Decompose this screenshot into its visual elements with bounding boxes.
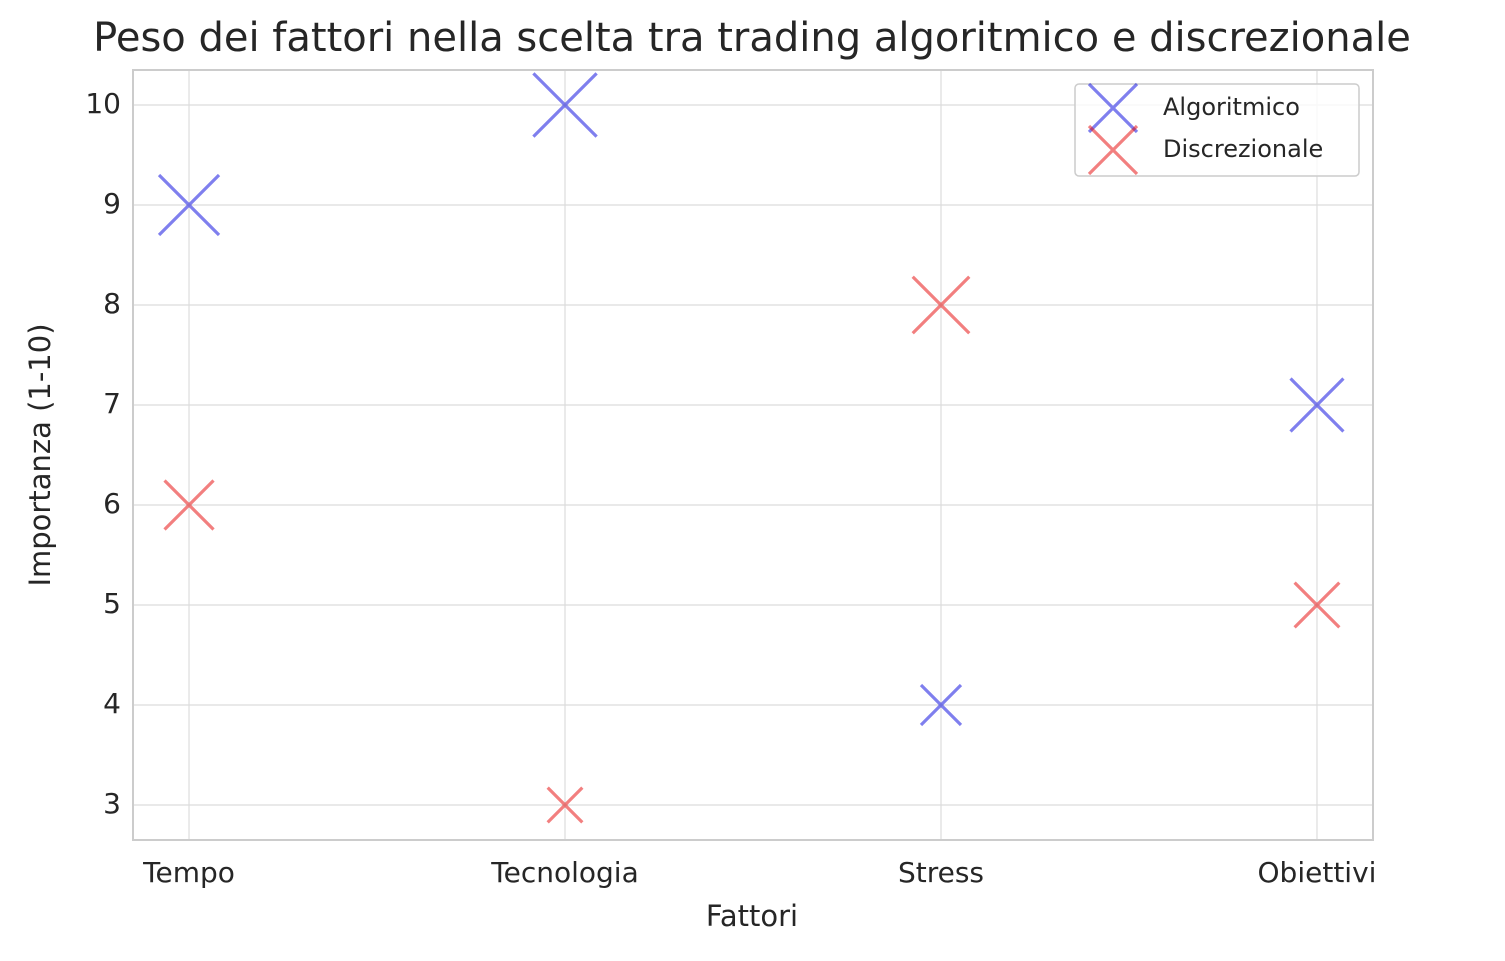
x-tick-label: Obiettivi — [1258, 856, 1377, 889]
chart-title: Peso dei fattori nella scelta tra tradin… — [93, 15, 1411, 61]
marker — [157, 173, 221, 237]
y-tick-label: 6 — [103, 487, 121, 520]
y-tick-label: 8 — [103, 287, 121, 320]
y-tick-label: 3 — [103, 787, 121, 820]
y-tick-label: 5 — [103, 587, 121, 620]
marker — [1293, 581, 1341, 629]
legend-label: Algoritmico — [1163, 93, 1300, 121]
y-tick-label: 10 — [85, 87, 121, 120]
x-tick-label: Stress — [898, 856, 984, 889]
x-axis-label: Fattori — [706, 899, 798, 933]
legend-marker — [1087, 124, 1139, 176]
marker — [163, 479, 215, 531]
legend-marker — [1087, 82, 1139, 134]
legend-box — [1074, 83, 1360, 177]
x-tick-label: Tempo — [142, 856, 235, 889]
y-tick-label: 9 — [103, 187, 121, 220]
marker — [532, 72, 598, 138]
marker — [911, 275, 971, 335]
y-tick-label: 4 — [103, 687, 121, 720]
marker — [919, 683, 963, 727]
marker — [1289, 377, 1345, 433]
x-tick-label: Tecnologia — [490, 856, 638, 889]
marker — [546, 786, 584, 824]
legend: Algoritmico Discrezionale — [1074, 82, 1360, 177]
plot-frame — [132, 69, 1374, 841]
legend-label: Discrezionale — [1163, 135, 1323, 163]
y-axis-label: Importanza (1-10) — [23, 323, 57, 586]
y-tick-label: 7 — [103, 387, 121, 420]
